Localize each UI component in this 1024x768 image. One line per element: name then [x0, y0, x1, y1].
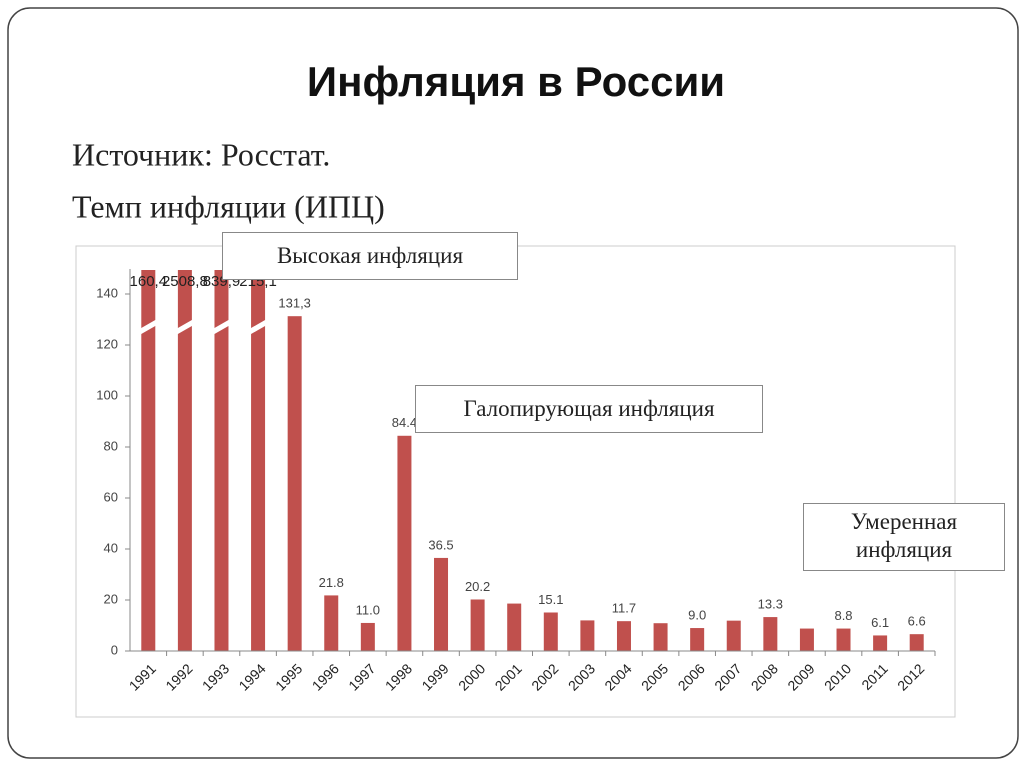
annotation: Высокая инфляция [222, 232, 518, 280]
bar [543, 612, 558, 651]
y-tick-label: 120 [96, 336, 118, 351]
annotation: Умеренная инфляция [803, 503, 1005, 571]
bar [177, 270, 192, 651]
value-label: 9.0 [688, 607, 706, 622]
bar [690, 628, 705, 651]
value-label: 11.7 [612, 601, 636, 616]
bar [909, 634, 924, 651]
bar [507, 603, 522, 651]
value-label: 6.6 [908, 614, 926, 629]
y-tick-label: 20 [104, 591, 118, 606]
value-label: 21.8 [319, 575, 344, 590]
bar [616, 621, 631, 651]
bar [434, 557, 449, 651]
value-label: 36.5 [428, 537, 453, 552]
y-tick-label: 40 [104, 540, 118, 555]
y-tick-label: 80 [104, 438, 118, 453]
value-label: 11.0 [356, 602, 380, 617]
bar [799, 628, 814, 651]
value-label: 6.1 [871, 615, 889, 630]
value-label: 20.2 [465, 579, 490, 594]
subtitle: Темп инфляции (ИПЦ) [72, 188, 385, 224]
axis-break [207, 316, 236, 338]
y-tick-label: 100 [96, 387, 118, 402]
y-tick-label: 0 [111, 642, 118, 657]
value-label: 15.1 [538, 592, 563, 607]
bar [251, 270, 266, 652]
y-tick-label: 140 [96, 285, 118, 300]
value-label: 84.4 [392, 415, 417, 430]
bar [360, 622, 375, 651]
title: Инфляция в России [307, 58, 725, 105]
bar [763, 617, 778, 651]
source: Источник: Росстат. [72, 136, 330, 172]
bar [580, 620, 595, 651]
value-label: 2508,8 [162, 273, 208, 290]
bar [653, 623, 668, 651]
axis-break [170, 316, 199, 338]
annotation: Галопирующая инфляция [415, 385, 763, 433]
bar [141, 270, 156, 652]
value-label: 131,3 [278, 296, 311, 311]
bar [470, 599, 485, 651]
bar [397, 435, 412, 651]
plot [141, 270, 924, 652]
axis-break [134, 316, 163, 338]
axis-break [244, 316, 273, 338]
bar [287, 316, 302, 651]
bar [726, 620, 741, 651]
bar [873, 635, 888, 651]
y-tick-label: 60 [104, 489, 118, 504]
bar [836, 628, 851, 651]
value-label: 8.8 [834, 608, 852, 623]
bar [324, 595, 339, 651]
value-label: 13.3 [758, 597, 783, 612]
bar [214, 270, 229, 652]
value-label: 160,4 [130, 273, 168, 290]
